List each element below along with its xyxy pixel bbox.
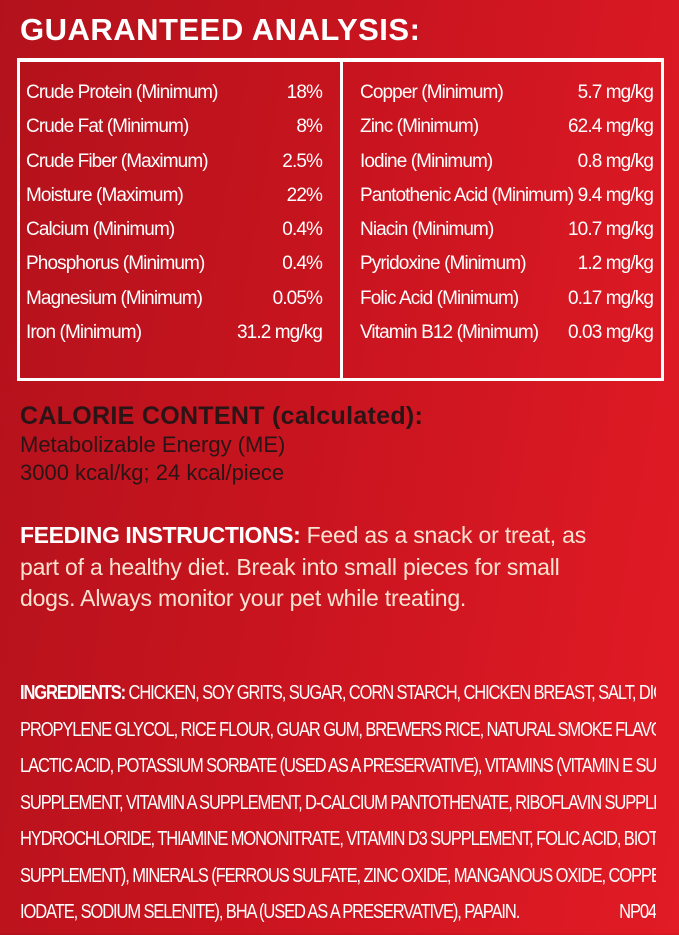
nutrient-value: 1.2 mg/kg: [577, 253, 654, 275]
nutrient-value: 31.2 mg/kg: [237, 322, 323, 344]
ingredients-line: SUPPLEMENT), MINERALS (FERROUS SULFATE, …: [20, 864, 656, 887]
analysis-row: Zinc (Minimum) 62.4 mg/kg: [360, 116, 654, 150]
nutrient-label: Moisture (Maximum): [26, 184, 184, 206]
analysis-left-column: Crude Protein (Minimum) 18% Crude Fat (Min…: [26, 82, 323, 356]
nutrient-value: 2.5%: [282, 150, 323, 172]
analysis-row: Crude Protein (Minimum) 18%: [26, 82, 323, 116]
analysis-row: Copper (Minimum) 5.7 mg/kg: [360, 82, 654, 116]
analysis-row: Crude Fat (Minimum) 8%: [26, 116, 323, 150]
calorie-heading: CALORIE CONTENT (calculated):: [20, 402, 424, 430]
analysis-row: Calcium (Minimum) 0.4%: [26, 219, 323, 253]
ingredients-line: HYDROCHLORIDE, THIAMINE MONONITRATE, VIT…: [20, 827, 656, 851]
calorie-content: CALORIE CONTENT (calculated): Metaboliza…: [20, 402, 423, 487]
nutrient-value: 22%: [286, 184, 323, 206]
analysis-row: Phosphorus (Minimum) 0.4%: [26, 253, 323, 287]
nutrient-value: 0.17 mg/kg: [568, 287, 654, 309]
analysis-row: Moisture (Maximum) 22%: [26, 184, 323, 219]
nutrient-value: 10.7 mg/kg: [568, 219, 654, 241]
analysis-row: Crude Fiber (Maximum) 2.5%: [26, 150, 323, 185]
nutrient-label: Niacin (Minimum): [360, 219, 494, 241]
analysis-right-column: Copper (Minimum) 5.7 mg/kg Zinc (Minimum) 6…: [360, 82, 654, 356]
calorie-line: Metabolizable Energy (ME): [20, 432, 286, 457]
nutrient-label: Iodine (Minimum): [360, 150, 493, 172]
nutrient-value: 8%: [296, 116, 323, 138]
nutrient-label: Zinc (Minimum): [360, 116, 479, 138]
nutrient-value: 0.05%: [272, 287, 323, 309]
ingredients-heading: INGREDIENTS:: [20, 681, 126, 705]
analysis-row: Iron (Minimum) 31.2 mg/kg: [26, 322, 323, 356]
nutrient-label: Crude Protein (Minimum): [26, 82, 218, 103]
nutrient-value: 9.4 mg/kg: [577, 184, 654, 206]
nutrient-value: 0.8 mg/kg: [577, 150, 654, 172]
nutrient-label: Calcium (Minimum): [26, 219, 175, 241]
column-divider: [340, 62, 343, 378]
nutrient-label: Copper (Minimum): [360, 82, 504, 103]
nutrient-value: 62.4 mg/kg: [568, 116, 654, 138]
ingredients-line: SUPPLEMENT, VITAMIN A SUPPLEMENT, D-CALC…: [20, 791, 656, 814]
analysis-row: Magnesium (Minimum) 0.05%: [26, 287, 323, 322]
ingredients-line: LACTIC ACID, POTASSIUM SORBATE (USED AS …: [20, 754, 656, 778]
ingredients-text: IODATE, SODIUM SELENITE), BHA (USED AS A…: [20, 900, 520, 924]
nutrient-label: Crude Fat (Minimum): [26, 116, 189, 138]
nutrient-value: 0.4%: [282, 253, 323, 275]
nutrient-value: 5.7 mg/kg: [577, 82, 654, 103]
ingredients-text: CHICKEN, SOY GRITS, SUGAR, CORN STARCH, …: [128, 681, 656, 705]
nutrient-value: 18%: [286, 82, 323, 103]
analysis-row: Pantothenic Acid (Minimum) 9.4 mg/kg: [360, 184, 654, 219]
feeding-instructions: FEEDING INSTRUCTIONS: Feed as a snack or…: [20, 520, 620, 615]
ingredients-line: IODATE, SODIUM SELENITE), BHA (USED AS A…: [20, 889, 656, 935]
nutrient-label: Phosphorus (Minimum): [26, 253, 205, 275]
ingredients-line: PROPYLENE GLYCOL, RICE FLOUR, GUAR GUM, …: [20, 718, 656, 741]
nutrient-label: Vitamin B12 (Minimum): [360, 322, 539, 344]
nutrient-label: Pantothenic Acid (Minimum): [360, 184, 574, 206]
calorie-line: 3000 kcal/kg; 24 kcal/piece: [20, 460, 285, 485]
nutrient-value: 0.03 mg/kg: [568, 322, 654, 344]
feeding-text: Feed as a snack or treat, as part of a h…: [20, 522, 587, 611]
guaranteed-analysis-table: Crude Protein (Minimum) 18% Crude Fat (Min…: [17, 58, 664, 381]
nutrient-label: Iron (Minimum): [26, 322, 142, 344]
ingredients-line: INGREDIENTS: CHICKEN, SOY GRITS, SUGAR, …: [20, 670, 656, 716]
nutrient-label: Magnesium (Minimum): [26, 287, 203, 309]
nutrient-label: Crude Fiber (Maximum): [26, 150, 209, 172]
nutrient-label: Folic Acid (Minimum): [360, 287, 519, 309]
analysis-row: Folic Acid (Minimum) 0.17 mg/kg: [360, 287, 654, 322]
guaranteed-analysis-title: GUARANTEED ANALYSIS:: [20, 12, 421, 47]
ingredients: INGREDIENTS: CHICKEN, SOY GRITS, SUGAR, …: [20, 675, 656, 931]
nutrient-value: 0.4%: [282, 219, 323, 241]
analysis-row: Pyridoxine (Minimum) 1.2 mg/kg: [360, 253, 654, 287]
analysis-row: Vitamin B12 (Minimum) 0.03 mg/kg: [360, 322, 654, 356]
product-code: NP04: [619, 900, 656, 924]
analysis-row: Iodine (Minimum) 0.8 mg/kg: [360, 150, 654, 185]
analysis-row: Niacin (Minimum) 10.7 mg/kg: [360, 219, 654, 253]
nutrient-label: Pyridoxine (Minimum): [360, 253, 527, 275]
feeding-heading: FEEDING INSTRUCTIONS:: [20, 522, 301, 548]
